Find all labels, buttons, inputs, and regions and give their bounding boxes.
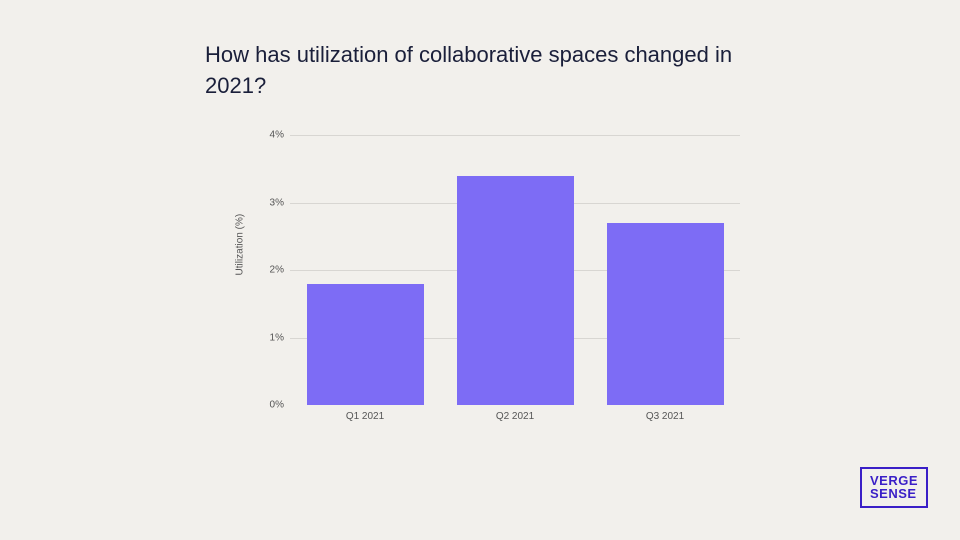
y-tick-label: 0% [254, 400, 284, 411]
y-axis-label: Utilization (%) [235, 214, 246, 276]
logo-line2: SENSE [870, 487, 918, 501]
bar [607, 223, 724, 405]
y-tick-label: 4% [254, 130, 284, 141]
x-tick-label: Q3 2021 [646, 411, 684, 422]
gridline [290, 135, 740, 136]
x-tick-label: Q2 2021 [496, 411, 534, 422]
chart-plot: 0%1%2%3%4% [290, 135, 740, 405]
logo-line1: VERGE [870, 474, 918, 488]
y-tick-label: 1% [254, 332, 284, 343]
brand-logo: VERGE SENSE [860, 467, 928, 508]
y-tick-label: 2% [254, 265, 284, 276]
chart-container: Utilization (%) 0%1%2%3%4% Q1 2021Q2 202… [250, 135, 740, 425]
bar [457, 176, 574, 406]
x-tick-label: Q1 2021 [346, 411, 384, 422]
y-tick-label: 3% [254, 197, 284, 208]
chart-title: How has utilization of collaborative spa… [205, 40, 745, 102]
bar [307, 284, 424, 406]
